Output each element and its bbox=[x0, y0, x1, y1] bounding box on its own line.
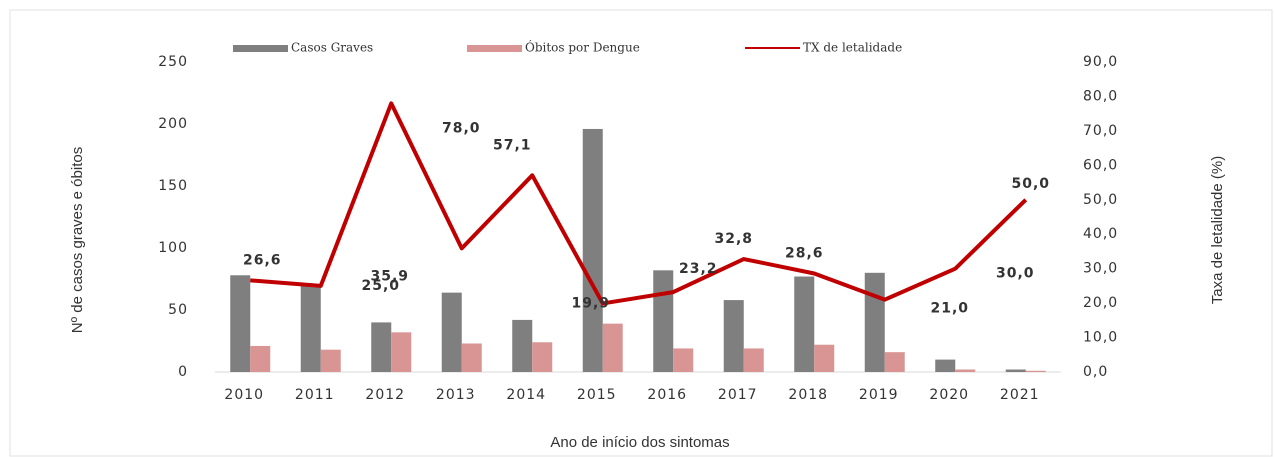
bar bbox=[743, 348, 764, 372]
legend-label: TX de letalidade bbox=[803, 41, 902, 55]
bar bbox=[582, 128, 603, 372]
bar bbox=[794, 276, 815, 372]
legend-label: Casos Graves bbox=[291, 41, 373, 55]
data-label: 25,0 bbox=[361, 278, 400, 294]
x-tick-label: 2016 bbox=[647, 387, 687, 403]
data-label: 23,2 bbox=[679, 261, 718, 277]
x-tick-label: 2010 bbox=[224, 387, 264, 403]
bar bbox=[250, 345, 271, 372]
y-tick-label: 250 bbox=[158, 54, 188, 70]
data-label: 19,9 bbox=[571, 295, 610, 311]
y2-tick-label: 60,0 bbox=[1083, 157, 1118, 173]
x-tick-label: 2014 bbox=[506, 387, 546, 403]
data-label: 57,1 bbox=[493, 137, 532, 153]
y2-tick-label: 0,0 bbox=[1083, 364, 1108, 380]
x-tick-label: 2013 bbox=[436, 387, 476, 403]
legend-swatch bbox=[467, 45, 522, 52]
bar bbox=[230, 275, 251, 372]
y2-tick-label: 10,0 bbox=[1083, 330, 1118, 346]
y-axis-title: Nº de casos graves e óbitos bbox=[69, 147, 86, 333]
y-tick-label: 150 bbox=[158, 178, 188, 194]
bar bbox=[512, 319, 533, 372]
bar bbox=[1005, 369, 1026, 372]
y2-tick-label: 20,0 bbox=[1083, 295, 1118, 311]
x-tick-label: 2011 bbox=[295, 387, 335, 403]
x-axis-title: Ano de início dos sintomas bbox=[550, 434, 729, 451]
y2-tick-label: 30,0 bbox=[1083, 261, 1118, 277]
y2-tick-label: 80,0 bbox=[1083, 88, 1118, 104]
y2-tick-label: 40,0 bbox=[1083, 226, 1118, 242]
y2-tick-label: 50,0 bbox=[1083, 192, 1118, 208]
data-label: 21,0 bbox=[930, 301, 969, 317]
x-tick-label: 2020 bbox=[929, 387, 969, 403]
legend-label: Óbitos por Dengue bbox=[525, 39, 640, 55]
bar bbox=[955, 369, 976, 372]
bar bbox=[461, 343, 482, 372]
x-tick-label: 2021 bbox=[1000, 387, 1040, 403]
line-series bbox=[250, 101, 1028, 306]
data-label: 30,0 bbox=[996, 266, 1035, 282]
bar bbox=[935, 359, 956, 372]
bar bbox=[864, 272, 885, 372]
data-label: 28,6 bbox=[785, 245, 824, 261]
y-tick-label: 50 bbox=[168, 302, 188, 318]
y2-tick-label: 70,0 bbox=[1083, 123, 1118, 139]
y-tick-label: 100 bbox=[158, 240, 188, 256]
frame bbox=[9, 9, 1273, 457]
y-tick-label: 200 bbox=[158, 116, 188, 132]
bar bbox=[391, 332, 412, 372]
y2-axis-title: Taxa de letalidade (%) bbox=[1209, 156, 1226, 304]
x-tick-label: 2012 bbox=[365, 387, 405, 403]
bar bbox=[653, 270, 674, 372]
bar bbox=[602, 323, 623, 372]
bar bbox=[884, 352, 905, 372]
bar bbox=[441, 292, 462, 372]
data-label: 35,9 bbox=[370, 268, 409, 284]
y-tick-label: 0 bbox=[178, 364, 188, 380]
bar bbox=[532, 342, 553, 372]
y2-tick-label: 90,0 bbox=[1083, 54, 1118, 70]
x-tick-label: 2015 bbox=[577, 387, 617, 403]
bar bbox=[673, 348, 694, 372]
bar bbox=[1025, 370, 1046, 372]
x-tick-label: 2019 bbox=[859, 387, 899, 403]
x-tick-label: 2018 bbox=[788, 387, 828, 403]
data-label: 26,6 bbox=[243, 252, 282, 268]
bar bbox=[300, 285, 321, 372]
bar bbox=[723, 300, 744, 372]
bar bbox=[814, 344, 835, 372]
bar bbox=[320, 349, 341, 372]
data-label: 78,0 bbox=[442, 120, 481, 136]
legend-swatch bbox=[233, 45, 288, 52]
x-tick-label: 2017 bbox=[718, 387, 758, 403]
data-label: 32,8 bbox=[714, 231, 753, 247]
data-label: 50,0 bbox=[1011, 176, 1050, 192]
bar bbox=[371, 322, 392, 372]
